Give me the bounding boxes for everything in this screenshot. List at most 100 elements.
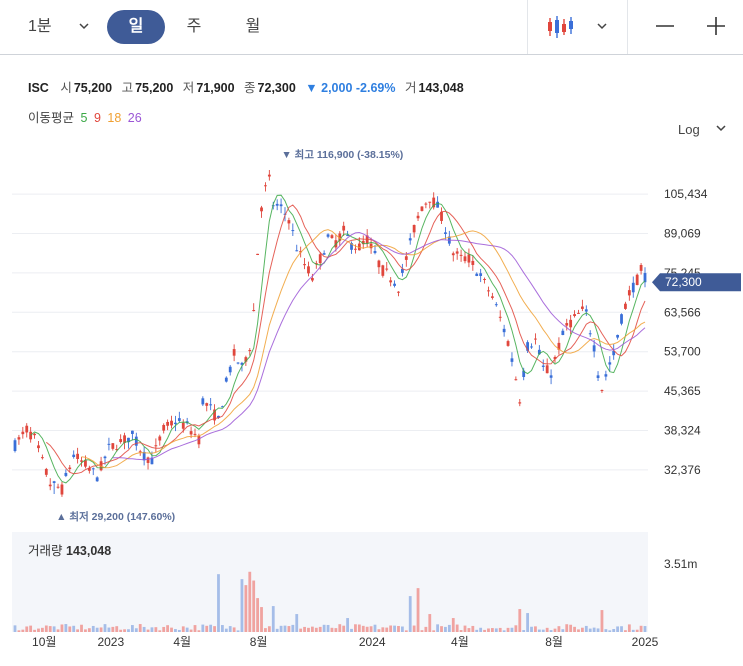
volume-bar [596, 628, 600, 632]
zoom-out-button[interactable] [648, 11, 682, 41]
timeframe-minute-label: 1분 [28, 18, 52, 35]
chevron-down-icon [596, 16, 608, 39]
candle-body [307, 266, 310, 274]
volume-bar [256, 598, 260, 632]
volume-bar [287, 626, 291, 632]
candle-body [639, 264, 643, 271]
candle-body [76, 453, 80, 459]
close-label: 종 [244, 81, 256, 95]
y-tick-label: 53,700 [664, 345, 701, 359]
volume-bar [498, 627, 502, 632]
stock-symbol: ISC [28, 81, 49, 95]
volume-bar [565, 624, 569, 632]
candle-body [346, 235, 350, 237]
candle-body [604, 374, 608, 377]
candle-body [189, 431, 193, 435]
volume-bar [510, 627, 514, 632]
timeframe-month-tab[interactable]: 월 [245, 18, 261, 35]
volume-bar [631, 629, 635, 632]
open-label: 시 [60, 81, 72, 95]
volume-bar [48, 626, 52, 632]
x-tick-label: 8월 [250, 635, 268, 649]
candle-body [228, 366, 232, 373]
volume-bar [111, 626, 115, 632]
candle-body [510, 358, 514, 362]
candle-body [330, 235, 334, 239]
candle-body [322, 253, 326, 255]
candle-body [530, 346, 533, 348]
scale-dropdown[interactable]: Log [678, 122, 727, 137]
volume-bar [267, 626, 271, 632]
volume-bar [616, 626, 620, 632]
candle-body [84, 460, 87, 467]
candle-body [162, 424, 166, 431]
candle-body [52, 481, 56, 483]
y-tick-label: 105,434 [664, 187, 708, 201]
volume-bar [138, 624, 142, 632]
x-tick-label: 4월 [451, 635, 469, 649]
volume-bar [134, 628, 138, 632]
y-tick-label: 32,376 [664, 463, 701, 477]
moving-average-legend[interactable]: 이동평균 5 9 18 26 [28, 107, 145, 126]
volume-bar [275, 628, 279, 632]
candle-body [561, 330, 565, 335]
y-tick-label: 89,069 [664, 227, 701, 241]
candle-body [350, 243, 353, 250]
zoom-in-button[interactable] [699, 11, 733, 41]
candle-body [612, 350, 616, 356]
candle-body [455, 251, 459, 254]
volume-bar [428, 614, 432, 632]
candle-body [244, 357, 248, 362]
timeframe-week-tab[interactable]: 주 [186, 18, 202, 35]
timeframe-day-tab[interactable]: 일 [107, 10, 165, 44]
volume-bar [373, 624, 377, 632]
volume-bar [483, 629, 486, 632]
x-tick-label: 2025 [632, 635, 659, 649]
volume-bar [635, 629, 639, 632]
candle-body [29, 431, 33, 440]
candle-body [56, 486, 60, 488]
volume-bar [209, 624, 213, 632]
volume-label: 거 [404, 81, 417, 95]
volume-bar [271, 606, 275, 632]
candle-body [620, 314, 623, 324]
candle-body [428, 201, 432, 203]
volume-bar [185, 627, 189, 632]
ma-period-5: 5 [80, 111, 88, 125]
candle-body [479, 273, 483, 276]
candle-body [451, 253, 455, 256]
volume-bar [432, 630, 436, 632]
candle-body [13, 440, 17, 452]
volume-bar [127, 629, 130, 632]
candle-body [232, 349, 236, 356]
high-value: 75,200 [135, 81, 174, 95]
candle-body [127, 437, 130, 443]
volume-bar [612, 629, 616, 632]
chart-type-dropdown[interactable] [540, 12, 620, 42]
price-chart[interactable]: 105,43489,06975,24563,56653,70045,36538,… [0, 140, 743, 660]
volume-bar [424, 626, 428, 632]
candle-body [193, 433, 197, 435]
candle-body [412, 224, 416, 233]
volume-bar [103, 624, 107, 632]
volume-bar [436, 624, 440, 632]
timeframe-minute-dropdown[interactable]: 1분 [28, 10, 98, 44]
volume-bar [604, 629, 608, 632]
volume-bar [201, 624, 205, 632]
candle-body [197, 435, 201, 445]
volume-bar [29, 625, 33, 632]
volume-bar [44, 625, 48, 632]
candle-body [354, 248, 357, 250]
candle-body [17, 437, 21, 440]
volume-value: 143,048 [418, 81, 464, 95]
volume-bar [217, 574, 220, 632]
low-value: 71,900 [196, 81, 235, 95]
candle-body [487, 290, 490, 292]
volume-bar [232, 627, 236, 632]
volume-bar [291, 624, 295, 632]
candle-body [534, 338, 537, 340]
ma-line-18 [81, 229, 646, 469]
candle-body [240, 362, 244, 365]
volume-panel-title: 거래량 143,048 [28, 540, 111, 559]
volume-bar [224, 628, 228, 632]
